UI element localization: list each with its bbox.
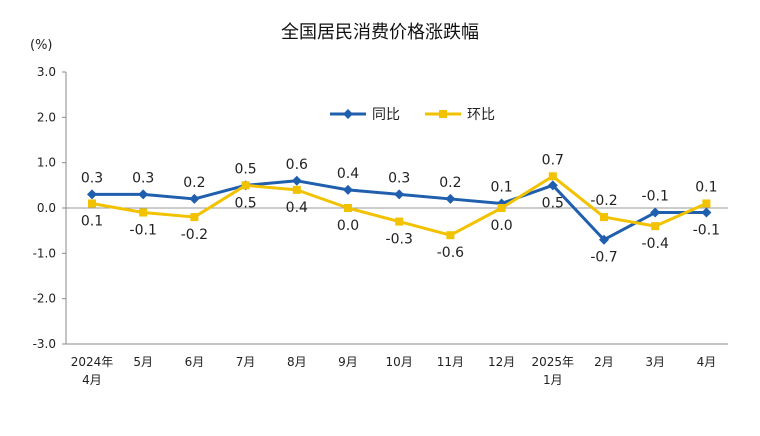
data-point-mom bbox=[548, 172, 557, 181]
data-point-mom bbox=[702, 199, 711, 208]
data-point-yoy bbox=[599, 234, 609, 245]
data-label-yoy: 0.6 bbox=[286, 157, 308, 173]
x-tick-label: 3月 bbox=[645, 355, 665, 369]
y-tick-label: 1.0 bbox=[37, 156, 56, 170]
data-point-mom bbox=[88, 199, 96, 208]
legend-label-mom: 环比 bbox=[467, 107, 495, 123]
y-tick-label: -1.0 bbox=[33, 246, 56, 260]
data-label-yoy: 0.2 bbox=[183, 175, 205, 191]
data-label-mom: 0.1 bbox=[81, 213, 103, 229]
x-tick-label: 2024年 bbox=[71, 355, 114, 369]
data-label-yoy: 0.4 bbox=[337, 166, 359, 182]
data-point-yoy bbox=[343, 184, 353, 195]
legend-marker-yoy bbox=[343, 109, 353, 119]
data-label-mom: 0.7 bbox=[542, 152, 564, 168]
chart-title: 全国居民消费价格涨跌幅 bbox=[281, 22, 479, 43]
data-label-yoy: 0.2 bbox=[439, 175, 461, 191]
data-label-yoy: 0.3 bbox=[132, 170, 154, 186]
y-tick-label: 2.0 bbox=[37, 110, 56, 124]
data-point-yoy bbox=[394, 189, 405, 200]
data-point-mom bbox=[344, 204, 352, 212]
data-point-mom bbox=[600, 213, 608, 222]
x-tick-label: 10月 bbox=[386, 355, 413, 369]
y-tick-label: -2.0 bbox=[33, 292, 56, 306]
data-point-mom bbox=[395, 217, 404, 226]
data-label-mom: -0.3 bbox=[386, 232, 413, 248]
data-label-yoy: 0.5 bbox=[542, 195, 564, 211]
x-tick-label: 2月 bbox=[594, 355, 614, 369]
x-tick-label: 5月 bbox=[133, 355, 153, 369]
data-label-mom: -0.2 bbox=[181, 227, 208, 243]
data-label-yoy: 0.5 bbox=[234, 161, 256, 177]
data-point-mom bbox=[292, 185, 301, 194]
data-label-yoy: 0.3 bbox=[388, 170, 410, 186]
x-tick-label: 4月 bbox=[697, 355, 717, 369]
x-tick-label: 1月 bbox=[543, 373, 563, 387]
data-point-yoy bbox=[445, 193, 456, 204]
data-point-mom bbox=[190, 213, 199, 222]
data-point-mom bbox=[497, 204, 506, 212]
x-tick-label: 8月 bbox=[287, 355, 307, 369]
x-tick-label: 2025年 bbox=[532, 355, 575, 369]
data-label-yoy: 0.1 bbox=[490, 179, 512, 195]
data-point-yoy bbox=[650, 207, 661, 218]
data-point-mom bbox=[139, 208, 148, 217]
data-label-mom: 0.1 bbox=[695, 179, 717, 195]
x-tick-label: 4月 bbox=[82, 373, 102, 387]
data-point-yoy bbox=[701, 207, 712, 218]
data-point-yoy bbox=[87, 189, 97, 200]
data-label-yoy: -0.1 bbox=[642, 189, 669, 205]
y-tick-label: -3.0 bbox=[33, 337, 56, 351]
y-tick-label: 3.0 bbox=[37, 65, 56, 79]
y-tick-label: 0.0 bbox=[37, 201, 56, 215]
data-label-mom: 0.0 bbox=[490, 218, 512, 234]
data-point-mom bbox=[241, 181, 250, 190]
y-axis-unit-label: (%) bbox=[30, 38, 53, 53]
data-point-yoy bbox=[291, 175, 302, 186]
x-tick-label: 11月 bbox=[437, 355, 464, 369]
data-label-yoy: 0.3 bbox=[81, 170, 103, 186]
x-tick-label: 7月 bbox=[236, 355, 256, 369]
data-point-yoy bbox=[138, 189, 149, 200]
legend-marker-mom bbox=[439, 110, 447, 118]
legend-label-yoy: 同比 bbox=[372, 107, 400, 123]
data-point-mom bbox=[651, 222, 660, 231]
data-point-mom bbox=[446, 231, 455, 240]
x-tick-label: 12月 bbox=[488, 355, 515, 369]
x-tick-label: 6月 bbox=[185, 355, 205, 369]
data-point-yoy bbox=[547, 180, 558, 191]
data-label-mom: -0.6 bbox=[437, 245, 464, 261]
data-label-mom: 0.4 bbox=[286, 200, 308, 216]
data-point-yoy bbox=[189, 193, 200, 204]
data-label-yoy: -0.7 bbox=[590, 250, 617, 266]
data-label-mom: -0.1 bbox=[130, 223, 157, 239]
data-label-yoy: -0.1 bbox=[693, 223, 720, 239]
data-label-mom: 0.5 bbox=[234, 195, 256, 211]
data-label-mom: 0.0 bbox=[337, 218, 359, 234]
data-label-mom: -0.4 bbox=[642, 236, 669, 252]
data-label-mom: -0.2 bbox=[590, 193, 617, 209]
x-tick-label: 9月 bbox=[338, 355, 358, 369]
